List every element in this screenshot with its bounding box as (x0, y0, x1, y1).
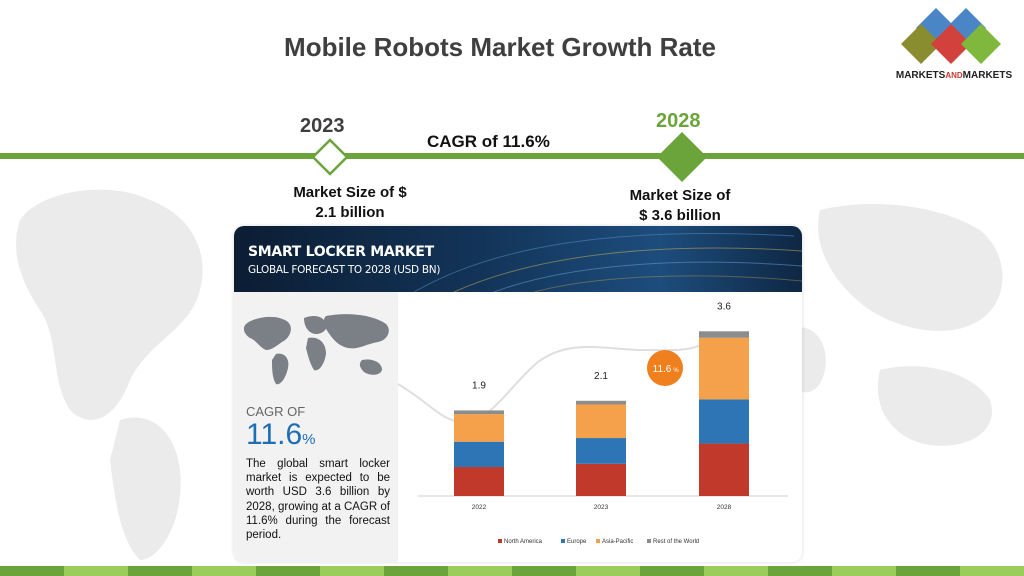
bar-2028-rest-of-the-world (699, 331, 749, 338)
x-tick-label-2022: 2022 (472, 504, 487, 511)
markets-and-markets-logo (901, 8, 1001, 64)
year-start-label: 2023 (300, 115, 345, 137)
bar-2028-asia-pacific (699, 337, 749, 400)
diamond-marker-2028 (657, 132, 707, 182)
legend-label-2: Asia-Pacific (602, 539, 633, 545)
market-size-2023: Market Size of $ 2.1 billion (270, 183, 430, 223)
cagr-label: CAGR of 11.6% (427, 132, 550, 151)
cagr-badge (647, 350, 683, 386)
legend-swatch-0 (498, 539, 502, 543)
bar-2028-north-america (699, 443, 749, 496)
growth-curve (398, 343, 704, 424)
cagr-value: 11.6% (246, 418, 316, 452)
stacked-bar-chart: 1.9 2022 2.1 2023 3.6 2028 11.6 % North America E… (398, 301, 788, 545)
bar-2022-asia-pacific (454, 414, 504, 442)
market-size-2023-line1: Market Size of $ (293, 184, 407, 201)
infographic-panel: SMART LOCKER MARKET GLOBAL FORECAST TO 2… (234, 226, 802, 562)
bar-total-label-2022: 1.9 (472, 380, 486, 391)
bottom-stripe (0, 566, 1024, 576)
market-description: The global smart locker market is expect… (246, 458, 390, 542)
bar-2028-europe (699, 399, 749, 444)
market-size-2028-line1: Market Size of (629, 187, 731, 204)
legend-swatch-1 (561, 539, 565, 543)
bar-2022-europe (454, 441, 504, 468)
legend-swatch-2 (596, 539, 600, 543)
cagr-number: 11.6 (246, 418, 303, 451)
market-size-2023-line2: 2.1 billion (315, 204, 385, 221)
bar-2023-europe (576, 438, 626, 464)
bar-total-label-2028: 3.6 (717, 301, 731, 312)
legend-swatch-3 (647, 539, 651, 543)
logo-text: MARKETSANDMARKETS (895, 70, 1013, 81)
bar-2023-north-america (576, 463, 626, 496)
panel-header: SMART LOCKER MARKET GLOBAL FORECAST TO 2… (234, 226, 802, 292)
bar-total-label-2023: 2.1 (594, 371, 608, 382)
bar-2022-north-america (454, 467, 504, 496)
market-size-2028-line2: $ 3.6 billion (639, 207, 721, 224)
slide-title: Mobile Robots Market Growth Rate (284, 32, 716, 62)
timeline-bar (0, 153, 1024, 159)
bar-2022-rest-of-the-world (454, 410, 504, 415)
bar-2023-asia-pacific (576, 404, 626, 439)
market-size-2028: Market Size of $ 3.6 billion (605, 186, 755, 226)
panel-title: SMART LOCKER MARKET (248, 244, 434, 260)
header-light-streaks (413, 233, 802, 292)
bar-2023-rest-of-the-world (576, 400, 626, 405)
cagr-badge-unit: % (673, 368, 679, 374)
cagr-unit: % (302, 431, 316, 448)
legend-label-1: Europe (567, 539, 587, 545)
x-tick-label-2028: 2028 (717, 504, 732, 511)
legend-label-0: North America (504, 539, 543, 545)
panel-subtitle: GLOBAL FORECAST TO 2028 (USD BN) (248, 264, 441, 276)
world-map-icon (243, 314, 389, 385)
cagr-of-label: CAGR OF (246, 404, 306, 419)
legend-label-3: Rest of the World (653, 539, 699, 545)
x-tick-label-2023: 2023 (594, 504, 609, 511)
cagr-badge-value: 11.6 (653, 364, 672, 375)
year-end-label: 2028 (656, 110, 701, 132)
diamond-marker-2023 (311, 138, 349, 176)
